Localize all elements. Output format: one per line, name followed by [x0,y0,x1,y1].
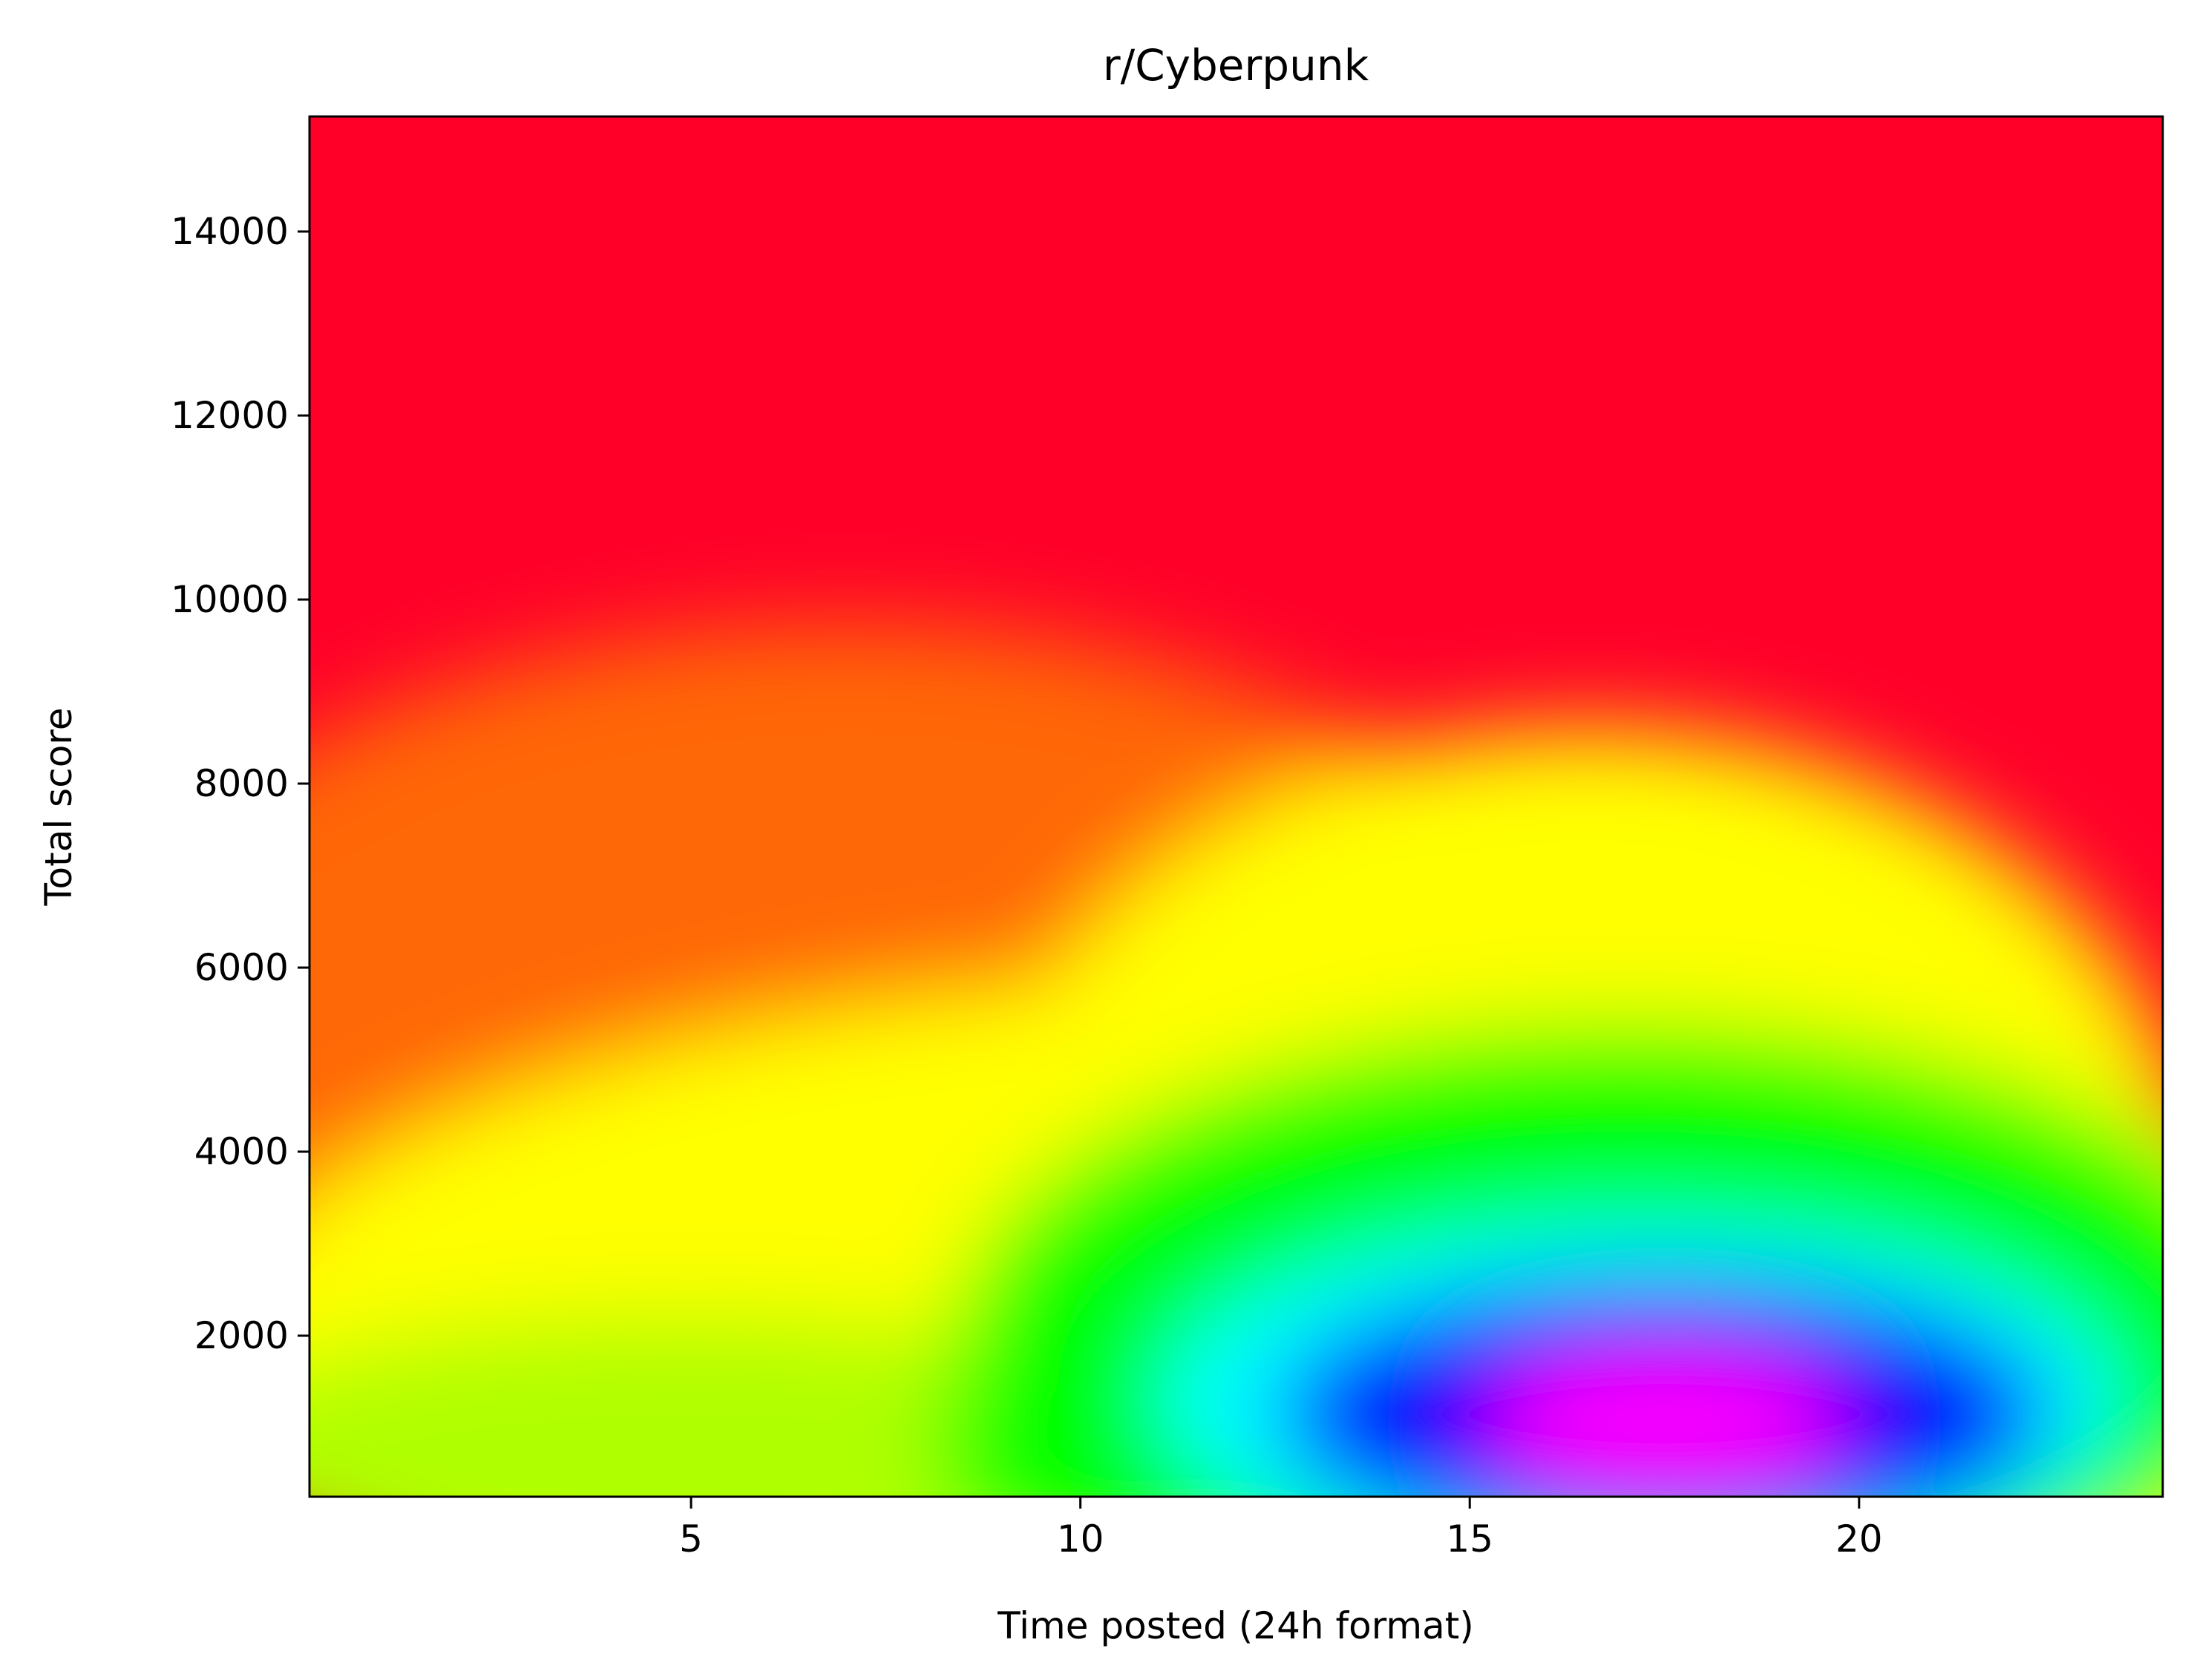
x-axis-ticks: 5 10 15 20 [679,1497,1883,1561]
heatmap-density-band [1486,1352,1843,1494]
x-tick-label: 20 [1835,1517,1883,1561]
x-axis-label: Time posted (24h format) [997,1604,1474,1647]
x-tick-label: 10 [1057,1517,1104,1561]
y-tick-label: 4000 [194,1130,289,1173]
y-tick-label: 12000 [171,394,289,437]
chart-title: r/Cyberpunk [1103,40,1369,91]
y-axis-label: Total score [37,707,80,906]
y-tick-label: 2000 [194,1314,289,1357]
y-tick-label: 14000 [171,210,289,253]
heatmap-density-layers [309,623,2163,1497]
y-tick-label: 10000 [171,578,289,621]
plot-area [309,117,2163,1497]
plot-frame [308,115,2164,1498]
y-tick-label: 8000 [194,762,289,805]
x-tick-label: 5 [679,1517,703,1561]
x-tick-label: 15 [1446,1517,1493,1561]
y-tick-label: 6000 [194,946,289,989]
y-axis-ticks: 2000 4000 6000 8000 10000 12000 14000 [171,210,309,1357]
